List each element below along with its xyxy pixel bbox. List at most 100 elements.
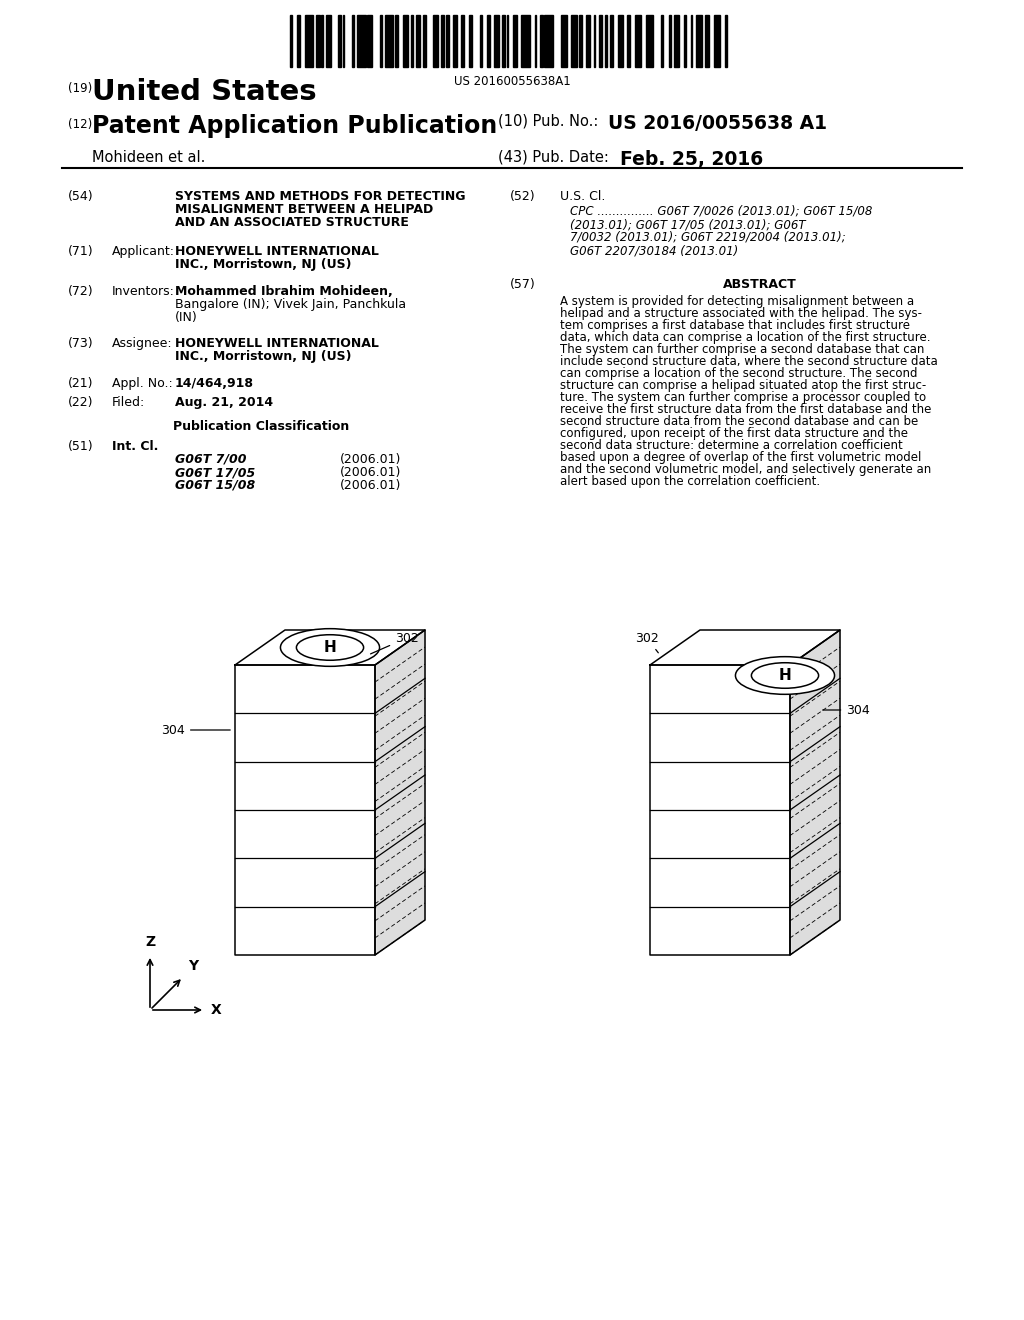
Polygon shape: [650, 630, 840, 665]
Bar: [487, 15, 490, 67]
Bar: [352, 15, 354, 67]
Text: (52): (52): [510, 190, 536, 203]
Text: 302: 302: [371, 631, 419, 653]
Polygon shape: [234, 630, 425, 665]
Bar: [540, 15, 543, 67]
Bar: [338, 15, 341, 67]
Text: INC., Morristown, NJ (US): INC., Morristown, NJ (US): [175, 257, 351, 271]
Text: Y: Y: [188, 960, 198, 973]
Bar: [480, 15, 482, 67]
Text: (2006.01): (2006.01): [340, 466, 401, 479]
Bar: [412, 15, 413, 67]
Text: X: X: [211, 1003, 222, 1016]
Bar: [662, 15, 663, 67]
Bar: [316, 15, 319, 67]
Text: alert based upon the correlation coefficient.: alert based upon the correlation coeffic…: [560, 475, 820, 488]
Bar: [586, 15, 591, 67]
Ellipse shape: [752, 663, 818, 688]
Text: Mohammed Ibrahim Mohideen,: Mohammed Ibrahim Mohideen,: [175, 285, 393, 298]
Bar: [326, 15, 331, 67]
Text: configured, upon receipt of the first data structure and the: configured, upon receipt of the first da…: [560, 426, 908, 440]
Text: INC., Morristown, NJ (US): INC., Morristown, NJ (US): [175, 350, 351, 363]
Text: US 2016/0055638 A1: US 2016/0055638 A1: [608, 114, 827, 133]
Text: second data structure: determine a correlation coefficient: second data structure: determine a corre…: [560, 440, 903, 451]
Text: HONEYWELL INTERNATIONAL: HONEYWELL INTERNATIONAL: [175, 337, 379, 350]
Bar: [579, 15, 583, 67]
Text: US 20160055638A1: US 20160055638A1: [454, 75, 570, 88]
Text: ABSTRACT: ABSTRACT: [723, 279, 797, 290]
Text: 304: 304: [822, 704, 870, 717]
Text: helipad and a structure associated with the helipad. The sys-: helipad and a structure associated with …: [560, 308, 922, 319]
Bar: [545, 15, 553, 67]
Text: 7/0032 (2013.01); G06T 2219/2004 (2013.01);: 7/0032 (2013.01); G06T 2219/2004 (2013.0…: [570, 231, 846, 244]
Bar: [714, 15, 720, 67]
Text: (72): (72): [68, 285, 93, 298]
Text: (43) Pub. Date:: (43) Pub. Date:: [498, 150, 609, 165]
Bar: [599, 15, 602, 67]
Bar: [627, 15, 630, 67]
Text: Publication Classification: Publication Classification: [173, 420, 349, 433]
Bar: [594, 15, 595, 67]
Text: Appl. No.:: Appl. No.:: [112, 378, 173, 389]
Text: (IN): (IN): [175, 312, 198, 323]
Text: Assignee:: Assignee:: [112, 337, 173, 350]
Bar: [706, 15, 709, 67]
Bar: [618, 15, 624, 67]
Text: G06T 2207/30184 (2013.01): G06T 2207/30184 (2013.01): [570, 244, 738, 257]
Text: Applicant:: Applicant:: [112, 246, 175, 257]
Bar: [322, 15, 323, 67]
Bar: [674, 15, 679, 67]
Text: based upon a degree of overlap of the first volumetric model: based upon a degree of overlap of the fi…: [560, 451, 922, 465]
Bar: [453, 15, 458, 67]
Bar: [535, 15, 537, 67]
Text: (2006.01): (2006.01): [340, 453, 401, 466]
Text: (2013.01); G06T 17/05 (2013.01); G06T: (2013.01); G06T 17/05 (2013.01); G06T: [570, 218, 806, 231]
Text: (12): (12): [68, 117, 92, 131]
Text: (54): (54): [68, 190, 93, 203]
Text: ture. The system can further comprise a processor coupled to: ture. The system can further comprise a …: [560, 391, 926, 404]
Text: Bangalore (IN); Vivek Jain, Panchkula: Bangalore (IN); Vivek Jain, Panchkula: [175, 298, 407, 312]
Bar: [561, 15, 567, 67]
Text: tem comprises a first database that includes first structure: tem comprises a first database that incl…: [560, 319, 910, 333]
Text: Mohideen et al.: Mohideen et al.: [92, 150, 206, 165]
Text: data, which data can comprise a location of the first structure.: data, which data can comprise a location…: [560, 331, 931, 345]
Bar: [417, 15, 420, 67]
Text: (71): (71): [68, 246, 93, 257]
Text: HONEYWELL INTERNATIONAL: HONEYWELL INTERNATIONAL: [175, 246, 379, 257]
Bar: [343, 15, 344, 67]
Text: Inventors:: Inventors:: [112, 285, 175, 298]
Bar: [441, 15, 444, 67]
Bar: [395, 15, 398, 67]
Text: United States: United States: [92, 78, 316, 106]
Bar: [357, 15, 366, 67]
Bar: [690, 15, 692, 67]
Bar: [385, 15, 393, 67]
Bar: [469, 15, 472, 67]
Text: The system can further comprise a second database that can: The system can further comprise a second…: [560, 343, 925, 356]
Ellipse shape: [296, 635, 364, 660]
Text: can comprise a location of the second structure. The second: can comprise a location of the second st…: [560, 367, 918, 380]
Bar: [635, 15, 641, 67]
Bar: [610, 15, 613, 67]
Bar: [695, 15, 702, 67]
Ellipse shape: [281, 628, 380, 667]
Text: CPC ............... G06T 7/0026 (2013.01); G06T 15/08: CPC ............... G06T 7/0026 (2013.01…: [570, 205, 872, 218]
Text: Aug. 21, 2014: Aug. 21, 2014: [175, 396, 273, 409]
Text: include second structure data, where the second structure data: include second structure data, where the…: [560, 355, 938, 368]
Text: (51): (51): [68, 440, 93, 453]
Text: and the second volumetric model, and selectively generate an: and the second volumetric model, and sel…: [560, 463, 931, 477]
Bar: [646, 15, 653, 67]
Text: U.S. Cl.: U.S. Cl.: [560, 190, 605, 203]
Bar: [605, 15, 607, 67]
Bar: [670, 15, 671, 67]
Bar: [305, 15, 313, 67]
Bar: [461, 15, 464, 67]
Text: (22): (22): [68, 396, 93, 409]
Text: G06T 15/08: G06T 15/08: [175, 479, 255, 492]
Ellipse shape: [735, 656, 835, 694]
Text: A system is provided for detecting misalignment between a: A system is provided for detecting misal…: [560, 294, 914, 308]
Text: (73): (73): [68, 337, 93, 350]
Polygon shape: [375, 630, 425, 954]
Bar: [507, 15, 508, 67]
Bar: [502, 15, 505, 67]
